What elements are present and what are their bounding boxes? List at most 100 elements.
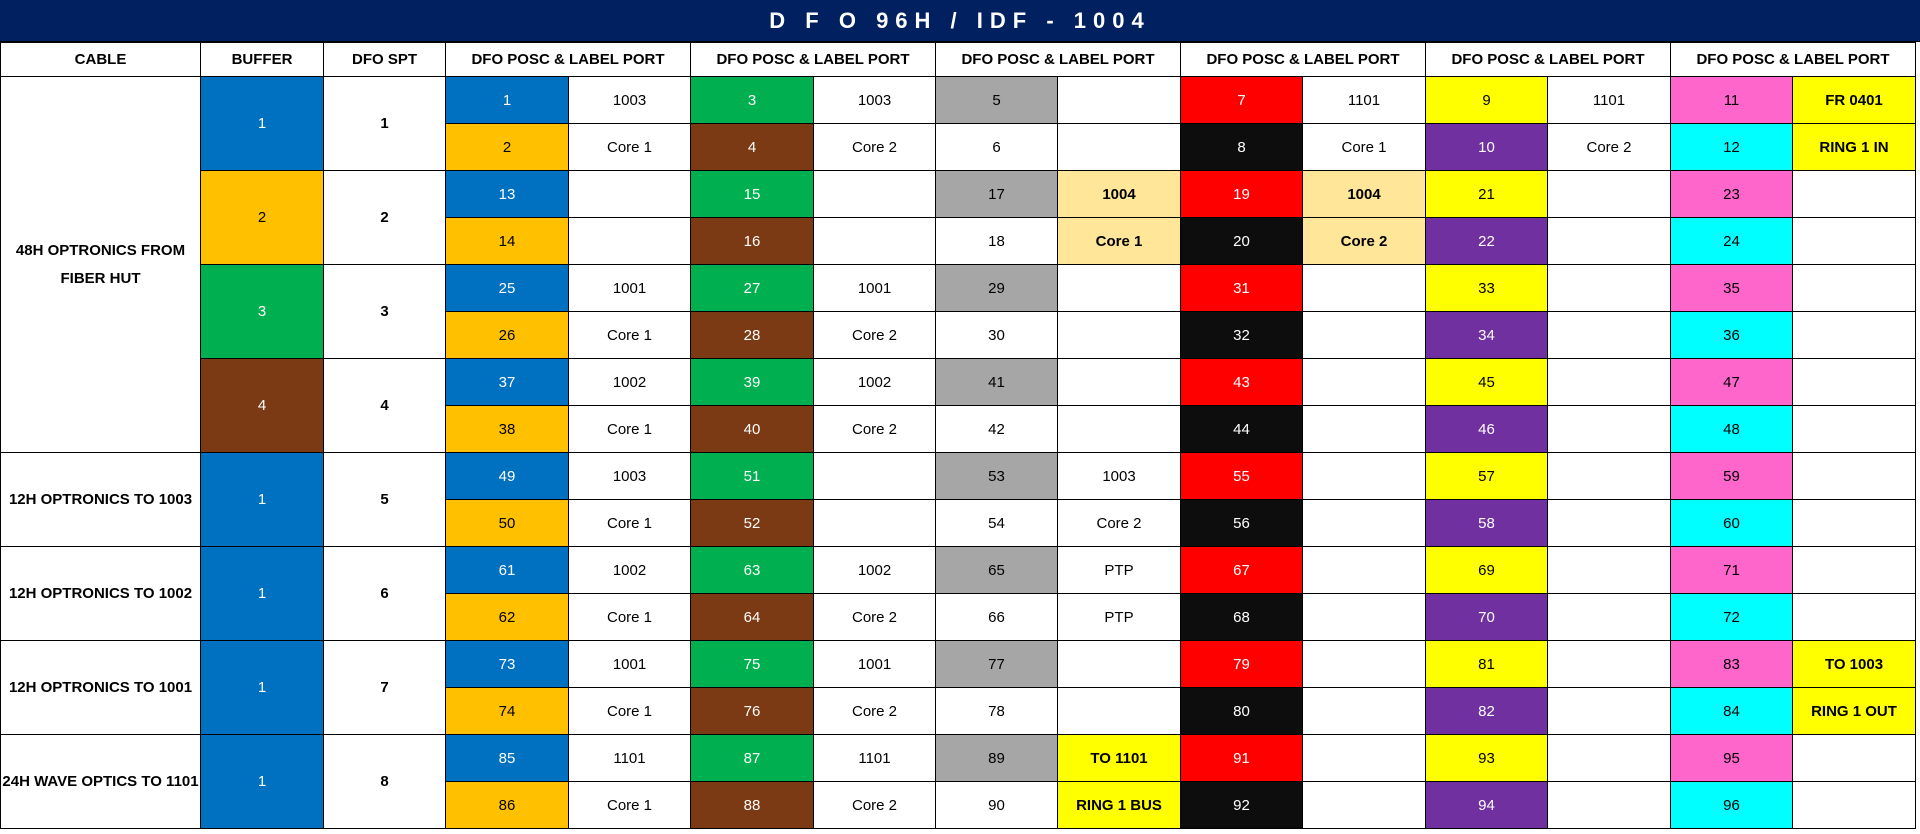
label-port-cell[interactable]	[1057, 311, 1181, 359]
label-port-cell[interactable]: 1001	[568, 640, 691, 688]
label-port-cell[interactable]	[1302, 264, 1426, 312]
label-port-cell[interactable]: Core 1	[568, 405, 691, 453]
buffer-cell[interactable]: 4	[200, 358, 324, 453]
label-port-cell[interactable]: 1003	[568, 76, 691, 124]
position-cell[interactable]: 11	[1670, 76, 1793, 124]
position-cell[interactable]: 45	[1425, 358, 1548, 406]
position-cell[interactable]: 68	[1180, 593, 1303, 641]
label-port-cell[interactable]	[1547, 640, 1671, 688]
dfo-spt-cell[interactable]: 2	[323, 170, 446, 265]
label-port-cell[interactable]	[1302, 452, 1426, 500]
label-port-cell[interactable]: Core 2	[813, 405, 936, 453]
position-cell[interactable]: 78	[935, 687, 1058, 735]
label-port-cell[interactable]: 1101	[1547, 76, 1671, 124]
position-cell[interactable]: 59	[1670, 452, 1793, 500]
label-port-cell[interactable]: 1001	[813, 264, 936, 312]
position-cell[interactable]: 82	[1425, 687, 1548, 735]
position-cell[interactable]: 94	[1425, 781, 1548, 829]
label-port-cell[interactable]	[1302, 687, 1426, 735]
label-port-cell[interactable]	[1057, 358, 1181, 406]
dfo-spt-cell[interactable]: 5	[323, 452, 446, 547]
label-port-cell[interactable]	[1302, 781, 1426, 829]
label-port-cell[interactable]	[1302, 640, 1426, 688]
label-port-cell[interactable]	[1792, 546, 1916, 594]
label-port-cell[interactable]: PTP	[1057, 593, 1181, 641]
label-port-cell[interactable]	[1302, 405, 1426, 453]
position-cell[interactable]: 40	[690, 405, 814, 453]
label-port-cell[interactable]	[1302, 546, 1426, 594]
label-port-cell[interactable]: 1001	[813, 640, 936, 688]
position-cell[interactable]: 73	[445, 640, 569, 688]
label-port-cell[interactable]: Core 1	[568, 311, 691, 359]
label-port-cell[interactable]	[1547, 734, 1671, 782]
position-cell[interactable]: 93	[1425, 734, 1548, 782]
position-cell[interactable]: 30	[935, 311, 1058, 359]
position-cell[interactable]: 34	[1425, 311, 1548, 359]
label-port-cell[interactable]: 1002	[813, 358, 936, 406]
label-port-cell[interactable]	[1302, 734, 1426, 782]
position-cell[interactable]: 96	[1670, 781, 1793, 829]
position-cell[interactable]: 51	[690, 452, 814, 500]
position-cell[interactable]: 63	[690, 546, 814, 594]
label-port-cell[interactable]: 1004	[1057, 170, 1181, 218]
position-cell[interactable]: 95	[1670, 734, 1793, 782]
label-port-cell[interactable]	[1792, 452, 1916, 500]
dfo-spt-cell[interactable]: 1	[323, 76, 446, 171]
dfo-spt-cell[interactable]: 6	[323, 546, 446, 641]
position-cell[interactable]: 26	[445, 311, 569, 359]
position-cell[interactable]: 87	[690, 734, 814, 782]
position-cell[interactable]: 62	[445, 593, 569, 641]
label-port-cell[interactable]: Core 2	[813, 311, 936, 359]
cable-cell[interactable]: 12H OPTRONICS TO 1002	[0, 546, 201, 641]
position-cell[interactable]: 20	[1180, 217, 1303, 265]
position-cell[interactable]: 8	[1180, 123, 1303, 171]
position-cell[interactable]: 75	[690, 640, 814, 688]
position-cell[interactable]: 21	[1425, 170, 1548, 218]
position-cell[interactable]: 56	[1180, 499, 1303, 547]
position-cell[interactable]: 14	[445, 217, 569, 265]
cable-cell[interactable]: 24H WAVE OPTICS TO 1101	[0, 734, 201, 829]
label-port-cell[interactable]: 1003	[568, 452, 691, 500]
cable-cell[interactable]: 12H OPTRONICS TO 1001	[0, 640, 201, 735]
label-port-cell[interactable]	[813, 170, 936, 218]
label-port-cell[interactable]	[1302, 311, 1426, 359]
position-cell[interactable]: 71	[1670, 546, 1793, 594]
label-port-cell[interactable]: 1003	[1057, 452, 1181, 500]
position-cell[interactable]: 13	[445, 170, 569, 218]
label-port-cell[interactable]: 1101	[1302, 76, 1426, 124]
position-cell[interactable]: 1	[445, 76, 569, 124]
header-posc-label-port-5[interactable]: DFO POSC & LABEL PORT	[1425, 42, 1671, 77]
label-port-cell[interactable]	[813, 499, 936, 547]
label-port-cell[interactable]: Core 1	[568, 781, 691, 829]
position-cell[interactable]: 64	[690, 593, 814, 641]
label-port-cell[interactable]	[813, 217, 936, 265]
position-cell[interactable]: 16	[690, 217, 814, 265]
label-port-cell[interactable]: Core 2	[813, 687, 936, 735]
position-cell[interactable]: 28	[690, 311, 814, 359]
position-cell[interactable]: 80	[1180, 687, 1303, 735]
position-cell[interactable]: 7	[1180, 76, 1303, 124]
label-port-cell[interactable]: 1101	[813, 734, 936, 782]
cable-cell[interactable]: 12H OPTRONICS TO 1003	[0, 452, 201, 547]
position-cell[interactable]: 39	[690, 358, 814, 406]
position-cell[interactable]: 65	[935, 546, 1058, 594]
position-cell[interactable]: 57	[1425, 452, 1548, 500]
label-port-cell[interactable]	[1057, 76, 1181, 124]
label-port-cell[interactable]	[1547, 170, 1671, 218]
position-cell[interactable]: 88	[690, 781, 814, 829]
header-dfo-spt[interactable]: DFO SPT	[323, 42, 446, 77]
label-port-cell[interactable]: Core 1	[568, 593, 691, 641]
label-port-cell[interactable]: 1004	[1302, 170, 1426, 218]
position-cell[interactable]: 89	[935, 734, 1058, 782]
position-cell[interactable]: 54	[935, 499, 1058, 547]
position-cell[interactable]: 44	[1180, 405, 1303, 453]
label-port-cell[interactable]	[1057, 405, 1181, 453]
position-cell[interactable]: 5	[935, 76, 1058, 124]
label-port-cell[interactable]	[1792, 358, 1916, 406]
position-cell[interactable]: 58	[1425, 499, 1548, 547]
position-cell[interactable]: 42	[935, 405, 1058, 453]
position-cell[interactable]: 85	[445, 734, 569, 782]
header-posc-label-port-3[interactable]: DFO POSC & LABEL PORT	[935, 42, 1181, 77]
label-port-cell[interactable]: Core 2	[813, 123, 936, 171]
position-cell[interactable]: 55	[1180, 452, 1303, 500]
